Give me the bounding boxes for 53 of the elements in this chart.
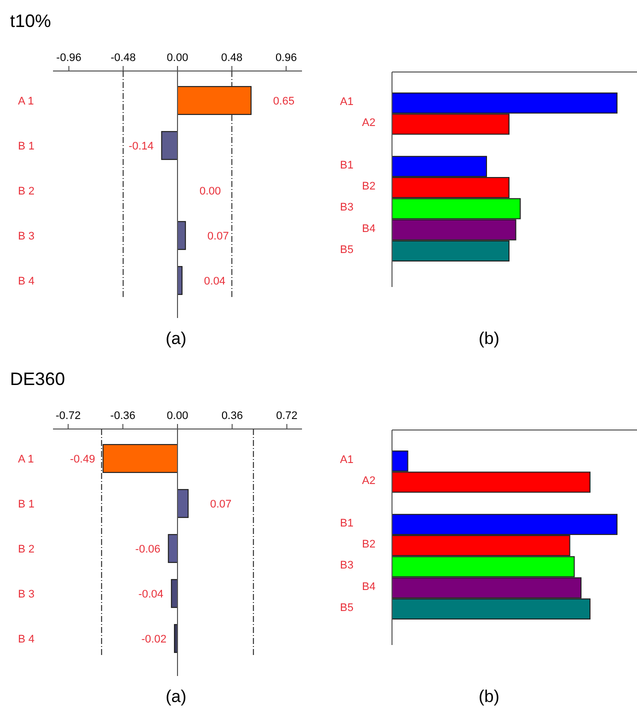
y-tick-label: A2 <box>362 475 376 488</box>
bar <box>161 131 178 160</box>
y-tick-label: A 1 <box>18 96 34 108</box>
text: (a) <box>166 687 186 706</box>
y-tick-label: B 4 <box>18 634 35 646</box>
y-tick-label: A1 <box>340 454 354 466</box>
y-tick-label: B 3 <box>18 588 35 600</box>
y-tick-label: B 3 <box>18 230 35 242</box>
y-tick-label: B4 <box>362 222 376 235</box>
y-tick-label: B 2 <box>18 186 35 198</box>
data-label: -0.49 <box>70 454 96 466</box>
x-tick-label: 0.00 <box>166 52 188 64</box>
x-tick-label: -0.96 <box>56 52 82 64</box>
x-tick-label: 0.72 <box>276 410 298 422</box>
text: (b) <box>478 687 500 706</box>
data-label: 0.65 <box>273 96 294 108</box>
x-tick-label: -0.72 <box>56 410 81 422</box>
y-tick-label: A1 <box>340 96 354 108</box>
data-label: 0.07 <box>210 498 232 510</box>
y-tick-label: B2 <box>362 180 376 193</box>
bar <box>177 221 186 250</box>
y-tick-label: B3 <box>340 560 354 572</box>
data-label: -0.04 <box>138 588 164 600</box>
chart-title: t10% <box>10 11 52 31</box>
x-tick-label: -0.48 <box>110 52 136 64</box>
y-tick-label: B5 <box>340 244 354 256</box>
text: (b) <box>478 329 500 348</box>
text: (a) <box>166 329 186 348</box>
data-label: 0.04 <box>204 276 226 288</box>
y-tick-label: B 1 <box>18 140 35 152</box>
x-tick-label: 0.36 <box>221 410 243 422</box>
y-tick-label: B4 <box>362 580 376 593</box>
data-label: -0.02 <box>141 634 166 646</box>
y-tick-label: B2 <box>362 538 376 551</box>
data-label: 0.07 <box>207 230 229 242</box>
x-tick-label: -0.36 <box>110 410 136 422</box>
y-tick-label: B 1 <box>18 498 35 510</box>
chart-title: DE360 <box>10 369 66 389</box>
y-tick-label: A 1 <box>18 454 34 466</box>
data-label: -0.14 <box>128 140 154 152</box>
data-label: 0.00 <box>200 186 221 198</box>
y-tick-label: B1 <box>340 159 354 172</box>
y-tick-label: B5 <box>340 602 354 614</box>
y-tick-label: A2 <box>362 117 376 130</box>
x-tick-label: 0.00 <box>166 410 188 422</box>
y-tick-label: B1 <box>340 517 354 530</box>
x-tick-label: 0.48 <box>221 52 243 64</box>
x-tick-label: 0.96 <box>275 52 297 64</box>
data-label: -0.06 <box>135 544 160 556</box>
bar <box>177 86 252 115</box>
y-tick-label: B3 <box>340 202 354 214</box>
y-tick-label: B 4 <box>18 276 35 288</box>
y-tick-label: B 2 <box>18 544 35 556</box>
